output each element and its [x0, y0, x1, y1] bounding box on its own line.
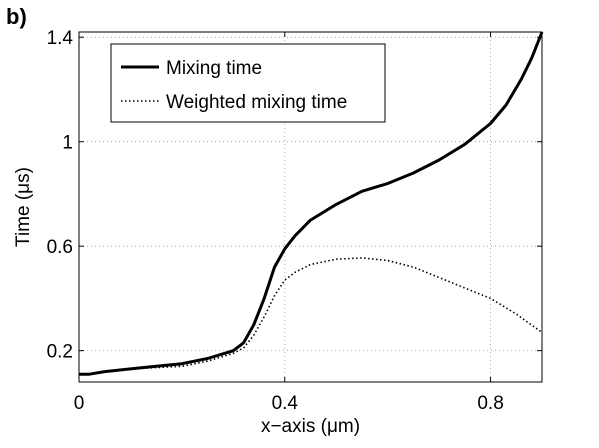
x-tick-label: 0.4	[272, 393, 299, 414]
x-tick-label: 0	[74, 393, 85, 414]
legend: Mixing time Weighted mixing time	[110, 43, 386, 123]
series-line-weighted-mixing-time	[79, 257, 543, 376]
legend-label-mixing-time: Mixing time	[166, 58, 262, 79]
y-axis-label: Time (μs)	[13, 167, 34, 247]
series-line-mixing-time	[79, 31, 544, 376]
y-tick-label: 0.6	[47, 237, 73, 258]
axis-ticks: 0 0.4 0.8 0.2 0.6 1 1.4	[47, 28, 542, 414]
panel-label: b)	[6, 4, 27, 29]
x-axis-label: x−axis (μm)	[261, 416, 360, 437]
y-tick-label: 0.2	[47, 342, 73, 363]
y-tick-label: 1	[62, 133, 73, 154]
series-layer	[79, 31, 544, 376]
legend-label-weighted-mixing-time: Weighted mixing time	[166, 92, 347, 113]
x-tick-label: 0.8	[477, 393, 503, 414]
y-tick-label: 1.4	[47, 28, 74, 49]
plot-frame	[78, 31, 543, 383]
legend-box	[110, 43, 386, 123]
